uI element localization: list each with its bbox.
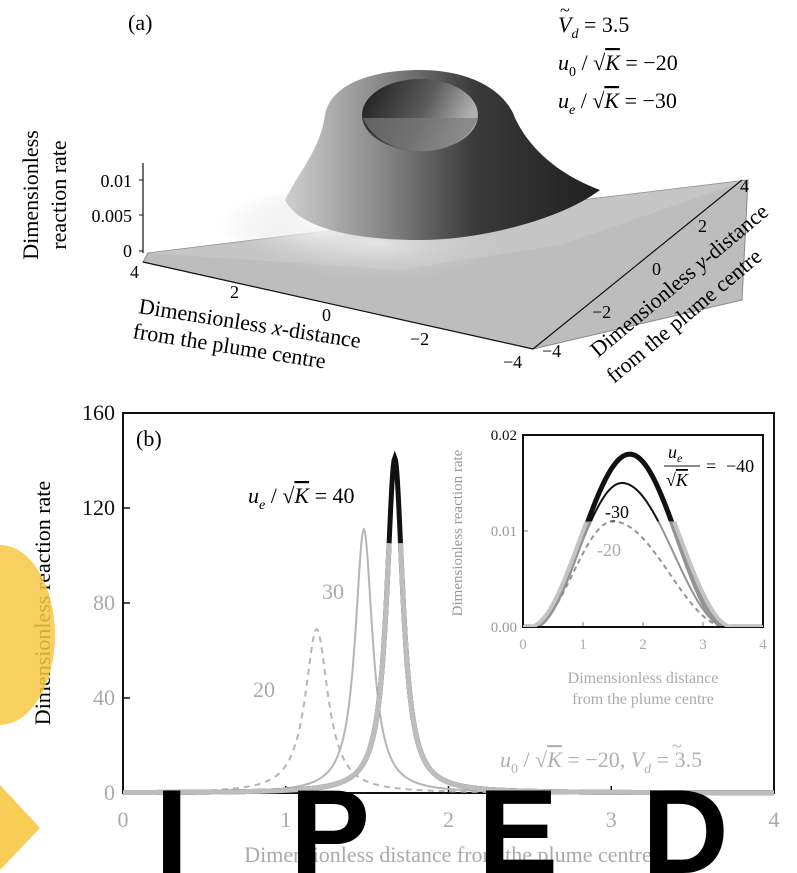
y-tick-label: 0 <box>104 780 115 805</box>
z-tick: 0.005 <box>92 206 133 226</box>
y-tick: −4 <box>542 341 561 361</box>
series-line-40-lower <box>123 543 392 796</box>
inset-fade-overlay <box>524 521 762 626</box>
x-tick-label: 3 <box>606 807 617 832</box>
param-vd: Vd = 3.5 <box>558 12 629 42</box>
watermark-letter: P <box>290 765 370 873</box>
y-tick: 0 <box>652 259 661 279</box>
x-tick: −2 <box>410 329 429 349</box>
watermark-overlay: I P E D <box>0 545 729 873</box>
inset-x-tick-label: 0 <box>519 637 527 653</box>
x-tick: 2 <box>230 282 239 302</box>
inset-y-tick-label: 0.02 <box>491 428 517 444</box>
inset-x-tick-label: 1 <box>579 637 587 653</box>
x-tick-label: 2 <box>443 807 454 832</box>
panel-a-label: (a) <box>128 10 152 35</box>
panel-b-label: (b) <box>136 426 162 451</box>
watermark-letter: E <box>478 765 558 873</box>
inset-series-label-20: -20 <box>597 540 621 560</box>
z-axis-label-line2: reaction rate <box>46 140 71 249</box>
series-label-20: 20 <box>253 677 275 702</box>
series-label-40: ue / √K = 40 <box>248 483 355 513</box>
inset-y-axis-label: Dimensionless reaction rate <box>450 449 466 616</box>
svg-text:−40: −40 <box>726 456 754 476</box>
inset-y-tick-label: 0.01 <box>491 524 517 540</box>
inset-series-label-40: ue √K −40 = <box>664 442 754 490</box>
y-tick: 2 <box>698 216 707 236</box>
annotation-params: u0 / √K = −20, Vd = 3.5 <box>500 747 702 777</box>
inset-x-tick-label: 2 <box>639 637 647 653</box>
y-axis <box>532 179 743 350</box>
y-tick: −2 <box>592 302 611 322</box>
svg-text:=: = <box>706 456 716 476</box>
x-axis <box>142 261 534 350</box>
inset-series-label-30: -30 <box>605 502 629 522</box>
inset-series-line-faded <box>523 521 589 627</box>
y-tick: 4 <box>740 176 749 196</box>
z-axis-label-line1: Dimensionless <box>18 130 43 260</box>
inset-x-axis-label-line2: from the plume centre <box>572 691 714 708</box>
inset-series-line-faded <box>672 521 763 627</box>
inset-x-tick-label: 4 <box>759 637 767 653</box>
x-tick-label: 0 <box>118 807 129 832</box>
watermark-triangle-decor <box>0 785 40 870</box>
series-line-40-lower <box>397 543 774 796</box>
x-tick: 4 <box>130 262 139 282</box>
inset-x-tick-label: 3 <box>699 637 707 653</box>
watermark-circle-decor <box>0 545 55 725</box>
panel-a-surface: (a) 0.01 0.005 0 Dimensionless reaction … <box>18 0 773 388</box>
x-tick-label: 1 <box>280 807 291 832</box>
param-ue: ue / √K = −30 <box>558 88 677 118</box>
y-tick-label: 80 <box>93 590 115 615</box>
x-tick: 0 <box>322 305 331 325</box>
x-tick-label: 4 <box>769 807 780 832</box>
y-tick-label: 40 <box>93 685 115 710</box>
svg-text:~: ~ <box>560 0 570 20</box>
y-tick-label: 160 <box>82 400 115 425</box>
z-tick: 0.01 <box>101 171 133 191</box>
x-tick: −4 <box>503 352 522 372</box>
y-tick-label: 120 <box>82 495 115 520</box>
series-label-30: 30 <box>322 579 344 604</box>
watermark-letter: D <box>642 765 729 873</box>
inset-x-axis-label-line1: Dimensionless distance <box>568 670 719 687</box>
z-tick: 0 <box>123 241 132 261</box>
svg-text:~: ~ <box>672 736 682 756</box>
panel-inset-line-chart: 0.00 0.01 0.02 0 1 2 3 4 Dimensionless reactio… <box>450 428 767 708</box>
x-axis-label: Dimensionless distance from the plume ce… <box>244 842 652 867</box>
watermark-letter: I <box>155 765 188 873</box>
svg-text:√K: √K <box>666 470 689 490</box>
param-u0: u0 / √K = −20 <box>558 50 678 80</box>
inset-y-tick-label: 0.00 <box>491 620 517 636</box>
